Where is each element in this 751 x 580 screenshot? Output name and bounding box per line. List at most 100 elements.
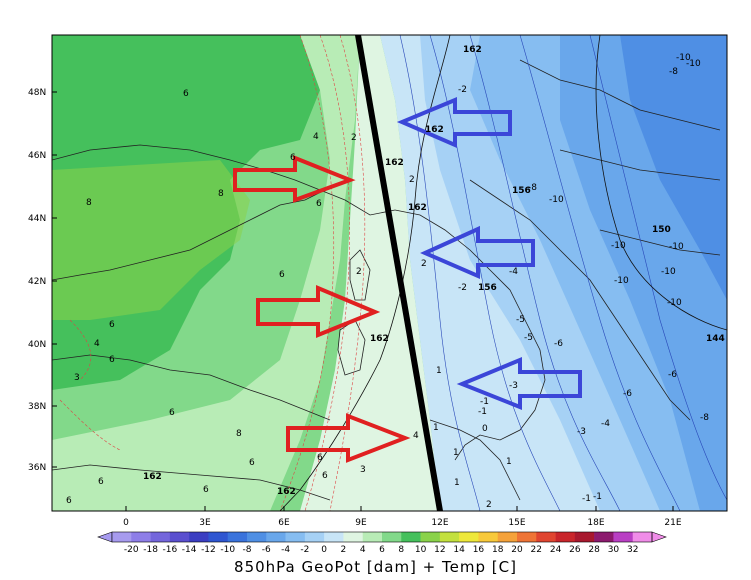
map-frame (51, 34, 728, 512)
blue-arrow-1 (396, 97, 512, 149)
temp-label: 6 (279, 270, 285, 280)
temp-label: 1 (436, 366, 442, 376)
transition-band (52, 35, 360, 511)
colorbar-swatch (613, 532, 634, 542)
temp-label: -8 (700, 413, 709, 423)
temp-label: 8 (86, 198, 92, 208)
temp-label: 6 (290, 153, 296, 163)
temp-label: -2 (458, 283, 467, 293)
temp-label: 4 (413, 431, 419, 441)
temp-label: 6 (317, 453, 323, 463)
colorbar-frame (111, 531, 653, 543)
temp-label: 1 (453, 448, 459, 458)
temp-label: -6 (554, 339, 563, 349)
temp-label: 1 (506, 457, 512, 467)
colorbar-swatch (517, 532, 537, 542)
temp-label: 4 (94, 339, 100, 349)
colorbar-swatch (189, 532, 209, 542)
colorbar-swatch (131, 532, 151, 542)
geopot-label: 156 (512, 186, 531, 196)
lat-label-40n: 40N (28, 340, 46, 350)
temp-label: 6 (109, 355, 115, 365)
colorbar-swatch (247, 532, 267, 542)
temp-label: -10 (669, 242, 684, 252)
temp-label: 6 (203, 485, 209, 495)
colorbar-label: -16 (163, 545, 178, 555)
geopot-label: 150 (652, 225, 671, 235)
colorbar-label: 12 (434, 545, 445, 555)
lon-label-6e: 6E (278, 518, 290, 528)
lat-label-48n: 48N (28, 88, 46, 98)
colorbar-swatch (208, 532, 229, 542)
warm-isotherms (59, 35, 366, 511)
geopot-label: 162 (408, 203, 427, 213)
colorbar-label: -10 (220, 545, 235, 555)
colorbar-label: 26 (569, 545, 581, 555)
temp-label: -10 (686, 59, 701, 69)
colorbar-label: -6 (262, 545, 271, 555)
colorbar-swatch (304, 532, 325, 542)
colorbar-label: 8 (398, 545, 404, 555)
colorbar-label: 16 (473, 545, 485, 555)
colorbar-swatch (439, 532, 460, 542)
colorbar-label: 14 (453, 545, 465, 555)
temp-label: 4 (313, 132, 319, 142)
colorbar-swatch (420, 532, 441, 542)
temp-label: -1 (480, 397, 489, 407)
blue-arrow-2 (420, 225, 535, 280)
warm-advection-arrows (233, 155, 411, 463)
red-arrow-2 (256, 284, 381, 338)
colorbar-swatch (459, 532, 479, 542)
colorbar-label: -12 (201, 545, 216, 555)
temp-label: 2 (421, 259, 427, 269)
lat-label-42n: 42N (28, 277, 46, 287)
temp-label: 0 (482, 424, 488, 434)
colorbar-label: 24 (550, 545, 562, 555)
temp-label: -6 (668, 370, 677, 380)
temp-label: 6 (98, 477, 104, 487)
colorbar-label: 2 (341, 545, 347, 555)
colorbar-label: 22 (531, 545, 542, 555)
temp-label: 6 (316, 199, 322, 209)
temp-label: 6 (322, 471, 328, 481)
temp-label: -5 (516, 315, 525, 325)
colorbar-swatch (112, 532, 132, 542)
colorbar-swatch (574, 532, 595, 542)
colorbar-swatch (266, 532, 286, 542)
colorbar-swatch (227, 532, 248, 542)
colorbar-swatch (401, 532, 421, 542)
temp-label: -2 (458, 85, 467, 95)
colorbar-label: 32 (627, 545, 638, 555)
geopot-label: 162 (425, 125, 444, 135)
colorbar-label: 18 (492, 545, 504, 555)
colorbar-min-arrow (97, 531, 113, 543)
colorbar-label: -2 (300, 545, 309, 555)
colorbar-label: -18 (143, 545, 158, 555)
colorbar-swatch (362, 532, 383, 542)
lon-label-9e: 9E (355, 518, 367, 528)
red-arrow-1 (233, 155, 356, 203)
temp-label: 8 (236, 429, 242, 439)
temp-label: 8 (218, 189, 224, 199)
temp-label: 2 (351, 133, 357, 143)
lon-label-21e: 21E (664, 518, 681, 528)
temp-label: -10 (661, 267, 676, 277)
colorbar-swatch (555, 532, 576, 542)
geopot-label: 162 (143, 472, 162, 482)
temp-label: -4 (509, 267, 518, 277)
colorbar-swatch (150, 532, 171, 542)
temp-label: 1 (433, 423, 439, 433)
temp-label: -10 (611, 241, 626, 251)
lat-label-36n: 36N (28, 463, 46, 473)
lat-label-38n: 38N (28, 402, 46, 412)
temp-label: 6 (66, 496, 72, 506)
axis-ticks (52, 91, 674, 511)
cold-core-deep (620, 35, 727, 300)
temp-label: -10 (676, 53, 691, 63)
blue-arrow-3 (456, 357, 582, 410)
longitude-labels: 0 3E 6E 9E 12E 15E 18E 21E (123, 518, 682, 528)
temp-label: -1 (582, 494, 591, 504)
cold-advection-arrows (396, 97, 582, 410)
colorbar-swatch (497, 532, 518, 542)
temp-label: -6 (623, 389, 632, 399)
